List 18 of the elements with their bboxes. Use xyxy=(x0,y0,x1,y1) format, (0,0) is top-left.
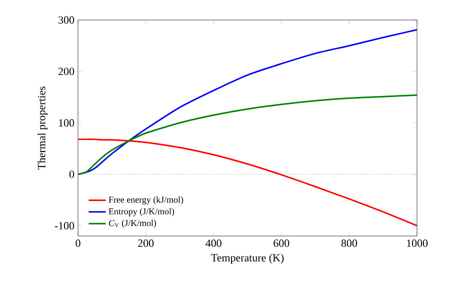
y-tick-label: 100 xyxy=(59,119,74,127)
x-tick-label: 1000 xyxy=(407,240,428,247)
legend-label: Entropy (J/K/mol) xyxy=(108,208,174,216)
x-tick-label: 200 xyxy=(138,240,154,247)
x-tick-label: 0 xyxy=(76,240,80,247)
y-tick-label: 200 xyxy=(58,68,74,76)
x-tick-label: 400 xyxy=(206,240,222,247)
line-series xyxy=(78,94,418,176)
x-tick-label: 600 xyxy=(274,240,290,247)
x-axis-title: Temperature (K) xyxy=(211,254,284,264)
y-tick-label: 300 xyxy=(58,16,74,24)
legend-label: C$_{V}$ (J/K/mol) xyxy=(108,220,156,228)
line-series xyxy=(78,138,418,226)
legend-label: Free energy (kJ/mol) xyxy=(108,196,184,205)
y-axis-title: Thermal properties xyxy=(38,86,48,170)
x-tick-label: 800 xyxy=(341,240,358,247)
y-tick-label: 0 xyxy=(69,170,74,178)
y-tick-label: -100 xyxy=(54,222,74,230)
